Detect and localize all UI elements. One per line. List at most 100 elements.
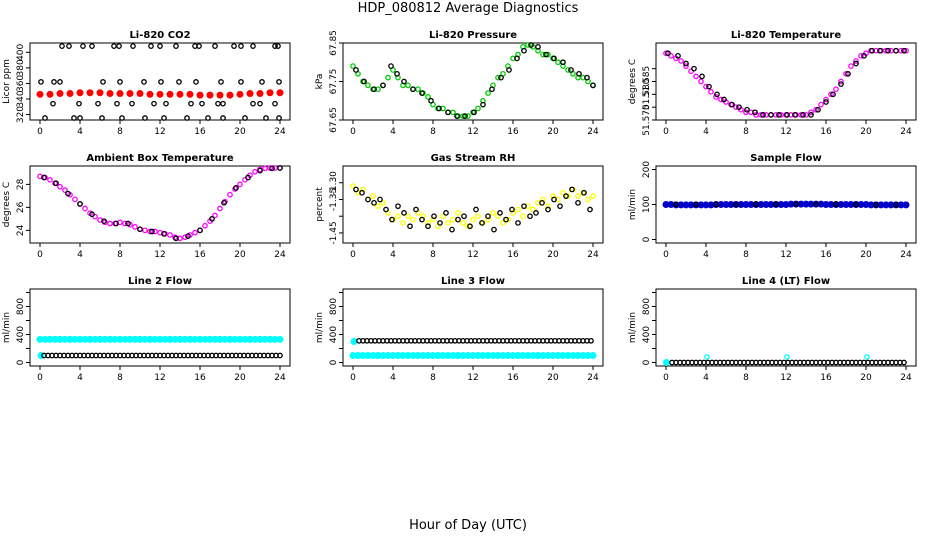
- x-tick-label: 0: [350, 250, 356, 260]
- data-point: [729, 101, 735, 108]
- x-tick-label: 8: [430, 373, 436, 383]
- data-point: [413, 206, 419, 213]
- y-tick-label: 26: [16, 201, 26, 213]
- x-tick-label: 16: [194, 250, 206, 260]
- panel-title: Sample Flow: [750, 153, 822, 164]
- data-point: [125, 220, 131, 227]
- data-point: [89, 211, 95, 218]
- y-tick-label: 400: [16, 326, 26, 343]
- data-point: [192, 229, 198, 236]
- x-axis-label: Hour of Day (UTC): [409, 518, 527, 533]
- x-tick-label: 0: [350, 373, 356, 383]
- x-tick-label: 20: [547, 127, 559, 137]
- data-point: [375, 203, 381, 210]
- data-point: [706, 83, 712, 90]
- y-tick-label: 100: [642, 196, 652, 213]
- x-tick-label: 20: [234, 127, 246, 137]
- data-series-1: [349, 352, 597, 359]
- data-point: [395, 213, 401, 220]
- data-point: [215, 100, 221, 107]
- data-point: [901, 47, 907, 54]
- data-point: [565, 67, 571, 73]
- y-axis-label: degrees C: [628, 59, 638, 104]
- data-point: [401, 78, 407, 85]
- x-tick-label: 4: [703, 373, 709, 383]
- data-point: [576, 70, 582, 77]
- data-point: [242, 115, 248, 121]
- data-point: [365, 196, 371, 203]
- data-point: [545, 203, 551, 210]
- data-point: [77, 201, 83, 207]
- data-point: [721, 96, 727, 103]
- data-point: [515, 206, 521, 213]
- chart-panel-3: Li-820 Temperature degrees C 0 4 8 12 16 20 24 51…: [628, 30, 917, 137]
- y-tick-label: 51.570: [642, 104, 652, 136]
- data-point: [823, 99, 829, 105]
- data-point: [220, 100, 226, 107]
- data-point: [96, 89, 104, 97]
- data-point: [209, 216, 215, 222]
- x-tick-label: 8: [743, 127, 749, 137]
- data-point: [588, 337, 594, 344]
- x-tick-label: 4: [390, 250, 396, 260]
- y-tick-label: 67.85: [329, 30, 339, 56]
- data-point: [773, 201, 779, 207]
- data-point: [858, 52, 864, 59]
- data-point: [530, 206, 536, 213]
- data-point: [565, 193, 571, 199]
- data-point: [551, 55, 557, 62]
- data-point: [77, 115, 83, 121]
- data-point: [101, 218, 107, 225]
- data-point: [465, 223, 471, 230]
- x-tick-label: 8: [430, 127, 436, 137]
- data-point: [266, 89, 274, 97]
- x-tick-label: 24: [274, 127, 286, 137]
- data-point: [212, 212, 218, 219]
- y-tick-label: 67.75: [329, 69, 339, 95]
- data-point: [485, 216, 491, 223]
- data-point: [50, 100, 56, 107]
- data-point: [509, 206, 515, 213]
- data-point: [142, 115, 148, 121]
- data-point: [587, 206, 593, 213]
- y-tick-label: 320: [16, 106, 26, 123]
- data-point: [568, 67, 574, 73]
- data-point: [563, 193, 569, 199]
- data-point: [445, 109, 451, 116]
- data-point: [864, 354, 870, 360]
- data-point: [385, 74, 391, 81]
- data-series-2: [353, 42, 596, 120]
- data-point: [515, 220, 521, 226]
- y-axis-label: ml/min: [2, 312, 12, 343]
- data-point: [703, 83, 709, 90]
- y-tick-label: 800: [16, 298, 26, 315]
- y-tick-label: 0: [329, 359, 339, 365]
- plot-frame: [29, 42, 291, 121]
- data-point: [585, 196, 591, 203]
- data-point: [161, 115, 167, 121]
- data-point: [388, 63, 394, 69]
- data-point: [220, 115, 226, 121]
- data-point: [498, 74, 504, 81]
- panel-title: Li-820 CO2: [129, 30, 190, 41]
- data-point: [490, 210, 496, 216]
- data-point: [146, 90, 154, 98]
- data-point: [503, 216, 509, 223]
- data-point: [903, 47, 909, 54]
- x-tick-label: 8: [430, 250, 436, 260]
- data-point: [575, 193, 581, 199]
- data-point: [59, 43, 65, 49]
- data-point: [718, 96, 724, 103]
- x-tick-label: 4: [77, 127, 83, 137]
- data-point: [185, 233, 191, 239]
- data-point: [410, 86, 416, 93]
- data-point: [227, 191, 233, 198]
- x-tick-label: 24: [587, 373, 599, 383]
- data-point: [784, 112, 790, 118]
- x-tick-label: 4: [390, 127, 396, 137]
- data-point: [704, 354, 710, 360]
- x-tick-label: 0: [37, 127, 43, 137]
- data-point: [495, 74, 501, 81]
- data-series-3: [356, 337, 594, 344]
